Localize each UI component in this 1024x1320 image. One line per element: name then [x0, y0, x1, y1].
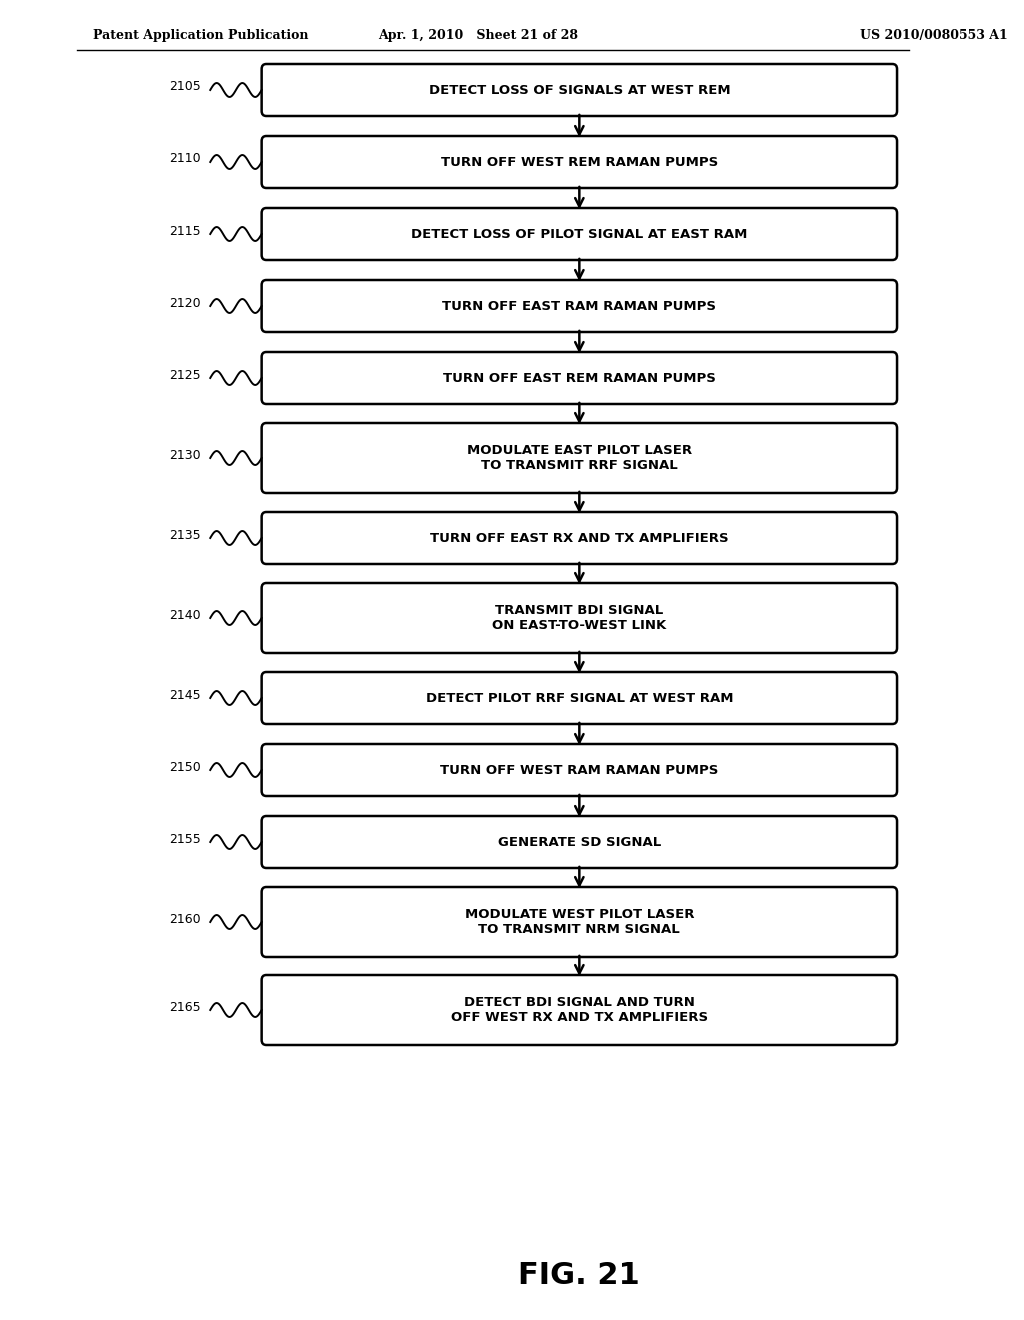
- FancyBboxPatch shape: [262, 887, 897, 957]
- FancyBboxPatch shape: [262, 744, 897, 796]
- Text: 2135: 2135: [169, 528, 201, 541]
- Text: TRANSMIT BDI SIGNAL
ON EAST-TO-WEST LINK: TRANSMIT BDI SIGNAL ON EAST-TO-WEST LINK: [493, 605, 667, 632]
- FancyBboxPatch shape: [262, 512, 897, 564]
- FancyBboxPatch shape: [262, 352, 897, 404]
- Text: 2105: 2105: [169, 81, 201, 94]
- Text: DETECT LOSS OF PILOT SIGNAL AT EAST RAM: DETECT LOSS OF PILOT SIGNAL AT EAST RAM: [412, 227, 748, 240]
- FancyBboxPatch shape: [262, 816, 897, 869]
- FancyBboxPatch shape: [262, 672, 897, 723]
- Text: DETECT LOSS OF SIGNALS AT WEST REM: DETECT LOSS OF SIGNALS AT WEST REM: [428, 83, 730, 96]
- FancyBboxPatch shape: [262, 63, 897, 116]
- FancyBboxPatch shape: [262, 583, 897, 653]
- Text: 2120: 2120: [169, 297, 201, 309]
- Text: US 2010/0080553 A1: US 2010/0080553 A1: [860, 29, 1008, 41]
- FancyBboxPatch shape: [262, 422, 897, 492]
- Text: 2115: 2115: [169, 224, 201, 238]
- Text: TURN OFF WEST REM RAMAN PUMPS: TURN OFF WEST REM RAMAN PUMPS: [440, 156, 718, 169]
- Text: TURN OFF EAST REM RAMAN PUMPS: TURN OFF EAST REM RAMAN PUMPS: [443, 371, 716, 384]
- Text: Apr. 1, 2010   Sheet 21 of 28: Apr. 1, 2010 Sheet 21 of 28: [379, 29, 579, 41]
- Text: 2110: 2110: [169, 153, 201, 165]
- FancyBboxPatch shape: [262, 209, 897, 260]
- FancyBboxPatch shape: [262, 280, 897, 333]
- FancyBboxPatch shape: [262, 136, 897, 187]
- FancyBboxPatch shape: [262, 975, 897, 1045]
- Text: FIG. 21: FIG. 21: [518, 1261, 640, 1290]
- Text: 2145: 2145: [169, 689, 201, 701]
- Text: 2160: 2160: [169, 912, 201, 925]
- Text: DETECT PILOT RRF SIGNAL AT WEST RAM: DETECT PILOT RRF SIGNAL AT WEST RAM: [426, 692, 733, 705]
- Text: GENERATE SD SIGNAL: GENERATE SD SIGNAL: [498, 836, 660, 849]
- Text: MODULATE WEST PILOT LASER
TO TRANSMIT NRM SIGNAL: MODULATE WEST PILOT LASER TO TRANSMIT NR…: [465, 908, 694, 936]
- Text: TURN OFF EAST RAM RAMAN PUMPS: TURN OFF EAST RAM RAMAN PUMPS: [442, 300, 717, 313]
- Text: 2130: 2130: [169, 449, 201, 462]
- Text: Patent Application Publication: Patent Application Publication: [93, 29, 309, 41]
- Text: 2165: 2165: [169, 1001, 201, 1014]
- Text: TURN OFF WEST RAM RAMAN PUMPS: TURN OFF WEST RAM RAMAN PUMPS: [440, 763, 719, 776]
- Text: 2140: 2140: [169, 609, 201, 622]
- Text: DETECT BDI SIGNAL AND TURN
OFF WEST RX AND TX AMPLIFIERS: DETECT BDI SIGNAL AND TURN OFF WEST RX A…: [451, 997, 708, 1024]
- Text: TURN OFF EAST RX AND TX AMPLIFIERS: TURN OFF EAST RX AND TX AMPLIFIERS: [430, 532, 729, 545]
- Text: 2155: 2155: [169, 833, 201, 846]
- Text: 2150: 2150: [169, 760, 201, 774]
- Text: 2125: 2125: [169, 368, 201, 381]
- Text: MODULATE EAST PILOT LASER
TO TRANSMIT RRF SIGNAL: MODULATE EAST PILOT LASER TO TRANSMIT RR…: [467, 444, 692, 473]
